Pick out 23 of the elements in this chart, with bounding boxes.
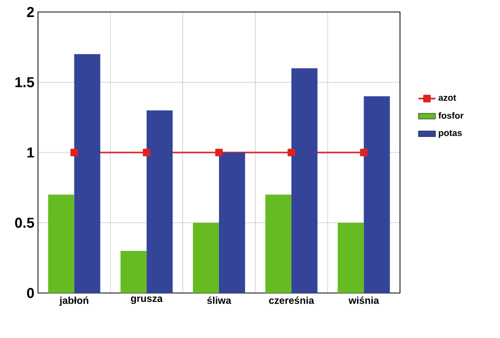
x-tick-label: śliwa [207,296,232,304]
bar [74,54,100,293]
y-tick-label: 1 [27,148,34,158]
x-tick-label: czereśnia [269,296,314,304]
y-tick-label: 0.5 [15,218,34,228]
bar [338,222,364,293]
bar [120,250,147,293]
x-tick-label: grusza [130,296,163,304]
bar [265,194,292,293]
x-tick-label: wiśnia [348,296,380,304]
bar [291,68,318,293]
bar [146,110,173,293]
legend-label: potas [438,130,462,138]
legend-label: azot [438,94,456,101]
x-tick-label: jabłoń [59,296,88,306]
y-tick-label: 1.5 [15,77,34,88]
y-tick-label: 2 [27,6,34,18]
bar [364,96,390,293]
legend-label: fosfor [438,112,464,119]
bar [48,194,74,293]
bar [192,222,219,293]
bar [219,152,246,293]
y-tick-label: 0 [27,288,34,298]
